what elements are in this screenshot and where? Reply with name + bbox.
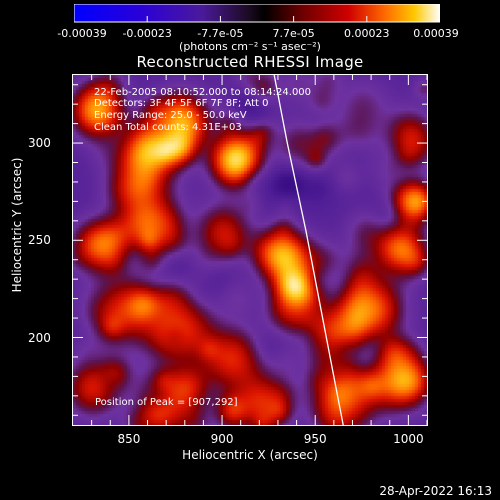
plot-frame [72, 74, 428, 426]
y-axis-label: Heliocentric Y (arcsec) [10, 157, 24, 293]
colorbar-tick-label: 7.7e-05 [272, 27, 315, 40]
axis-ticks [73, 75, 428, 425]
heatmap-image [73, 75, 427, 425]
info-line-time: 22-Feb-2005 08:10:52.000 to 08:14:24.000 [94, 87, 312, 98]
solar-limb-line [273, 75, 344, 425]
x-tick-label: 850 [117, 432, 141, 446]
timestamp: 28-Apr-2022 16:13 [379, 484, 492, 498]
info-line-energy: Energy Range: 25.0 - 50.0 keV [94, 110, 247, 121]
colorbar-tick-label: 0.00023 [344, 27, 390, 40]
info-line-detectors: Detectors: 3F 4F 5F 6F 7F 8F; Att 0 [94, 98, 269, 109]
x-tick-label: 1000 [393, 432, 424, 446]
y-tick-label: 250 [28, 233, 51, 248]
x-tick-label: 950 [303, 432, 327, 446]
colorbar-tick-label: -0.00023 [122, 27, 172, 40]
info-line-clean: Clean Total counts: 4.31E+03 [94, 122, 242, 133]
chart-title: Reconstructed RHESSI Image [136, 53, 364, 71]
colorbar-tick-label: -7.7e-05 [197, 27, 244, 40]
x-tick-label: 900 [210, 432, 234, 446]
y-tick-label: 200 [28, 330, 51, 345]
x-axis-label: Heliocentric X (arcsec) [182, 448, 318, 462]
y-tick-label: 300 [28, 136, 51, 151]
plot-overlay [273, 75, 344, 425]
colorbar-tick-label: 0.00039 [413, 27, 459, 40]
plot-area [73, 75, 427, 425]
peak-annotation: Position of Peak = [907,292] [95, 397, 238, 408]
colorbar-units: (photons cm⁻² s⁻¹ asec⁻²) [179, 40, 321, 53]
colorbar-tick-label: -0.00039 [57, 27, 107, 40]
colorbar [74, 4, 440, 23]
